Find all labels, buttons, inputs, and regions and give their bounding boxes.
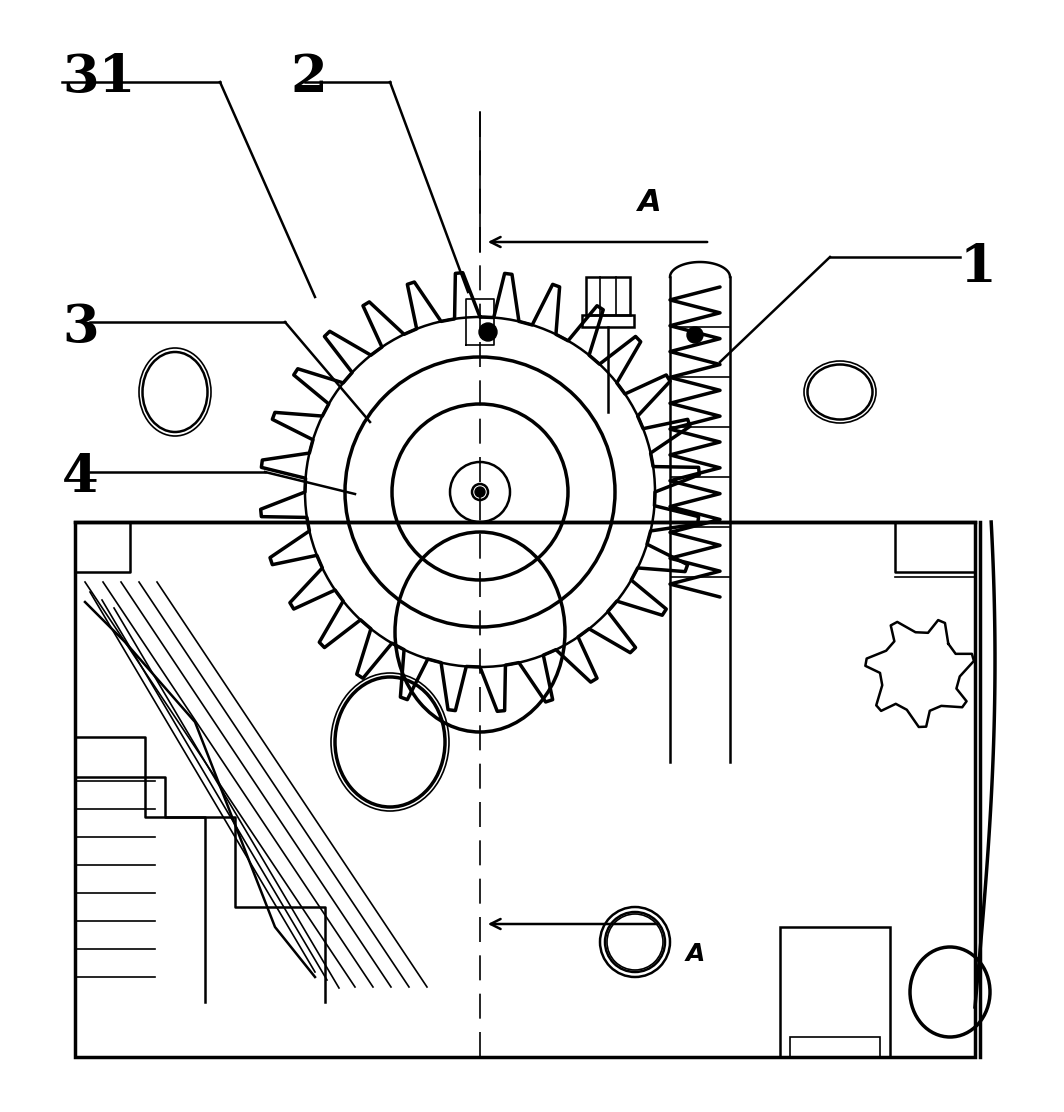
Bar — [586, 277, 630, 315]
Bar — [789, 1037, 880, 1058]
Bar — [74, 522, 975, 1058]
Bar — [582, 315, 634, 327]
Bar — [780, 927, 890, 1058]
Text: 31: 31 — [62, 52, 135, 103]
Circle shape — [479, 322, 497, 341]
Text: A: A — [685, 942, 704, 966]
Circle shape — [687, 327, 703, 342]
Text: 1: 1 — [960, 242, 997, 292]
Circle shape — [475, 487, 485, 497]
Text: 2: 2 — [290, 52, 327, 103]
Text: A: A — [638, 188, 662, 217]
Text: 3: 3 — [62, 302, 99, 353]
Text: 4: 4 — [62, 451, 99, 503]
